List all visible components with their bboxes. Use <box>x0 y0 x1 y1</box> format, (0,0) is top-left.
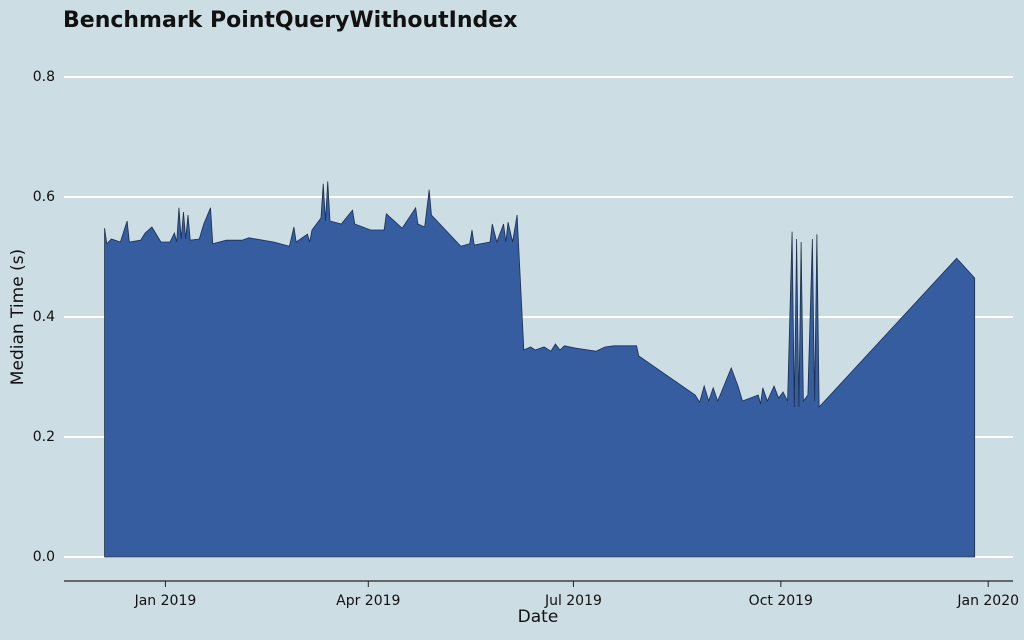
y-tick-label: 0.4 <box>33 309 55 325</box>
y-tick-label: 0.2 <box>33 429 55 445</box>
area <box>104 181 976 558</box>
x-tick-label: Jan 2019 <box>134 593 197 609</box>
x-axis-title: Date <box>518 607 559 627</box>
y-tick-label: 0.8 <box>33 69 55 85</box>
x-tick-label: Oct 2019 <box>749 593 813 609</box>
chart-title: Benchmark PointQueryWithoutIndex <box>63 8 517 33</box>
x-tick-label: Jan 2020 <box>956 593 1019 609</box>
x-tick-label: Apr 2019 <box>336 593 400 609</box>
y-tick-label: 0.6 <box>33 189 55 205</box>
y-tick-label: 0.0 <box>33 549 55 565</box>
x-tick-label: Jul 2019 <box>544 593 602 609</box>
y-axis-title: Median Time (s) <box>8 249 28 385</box>
